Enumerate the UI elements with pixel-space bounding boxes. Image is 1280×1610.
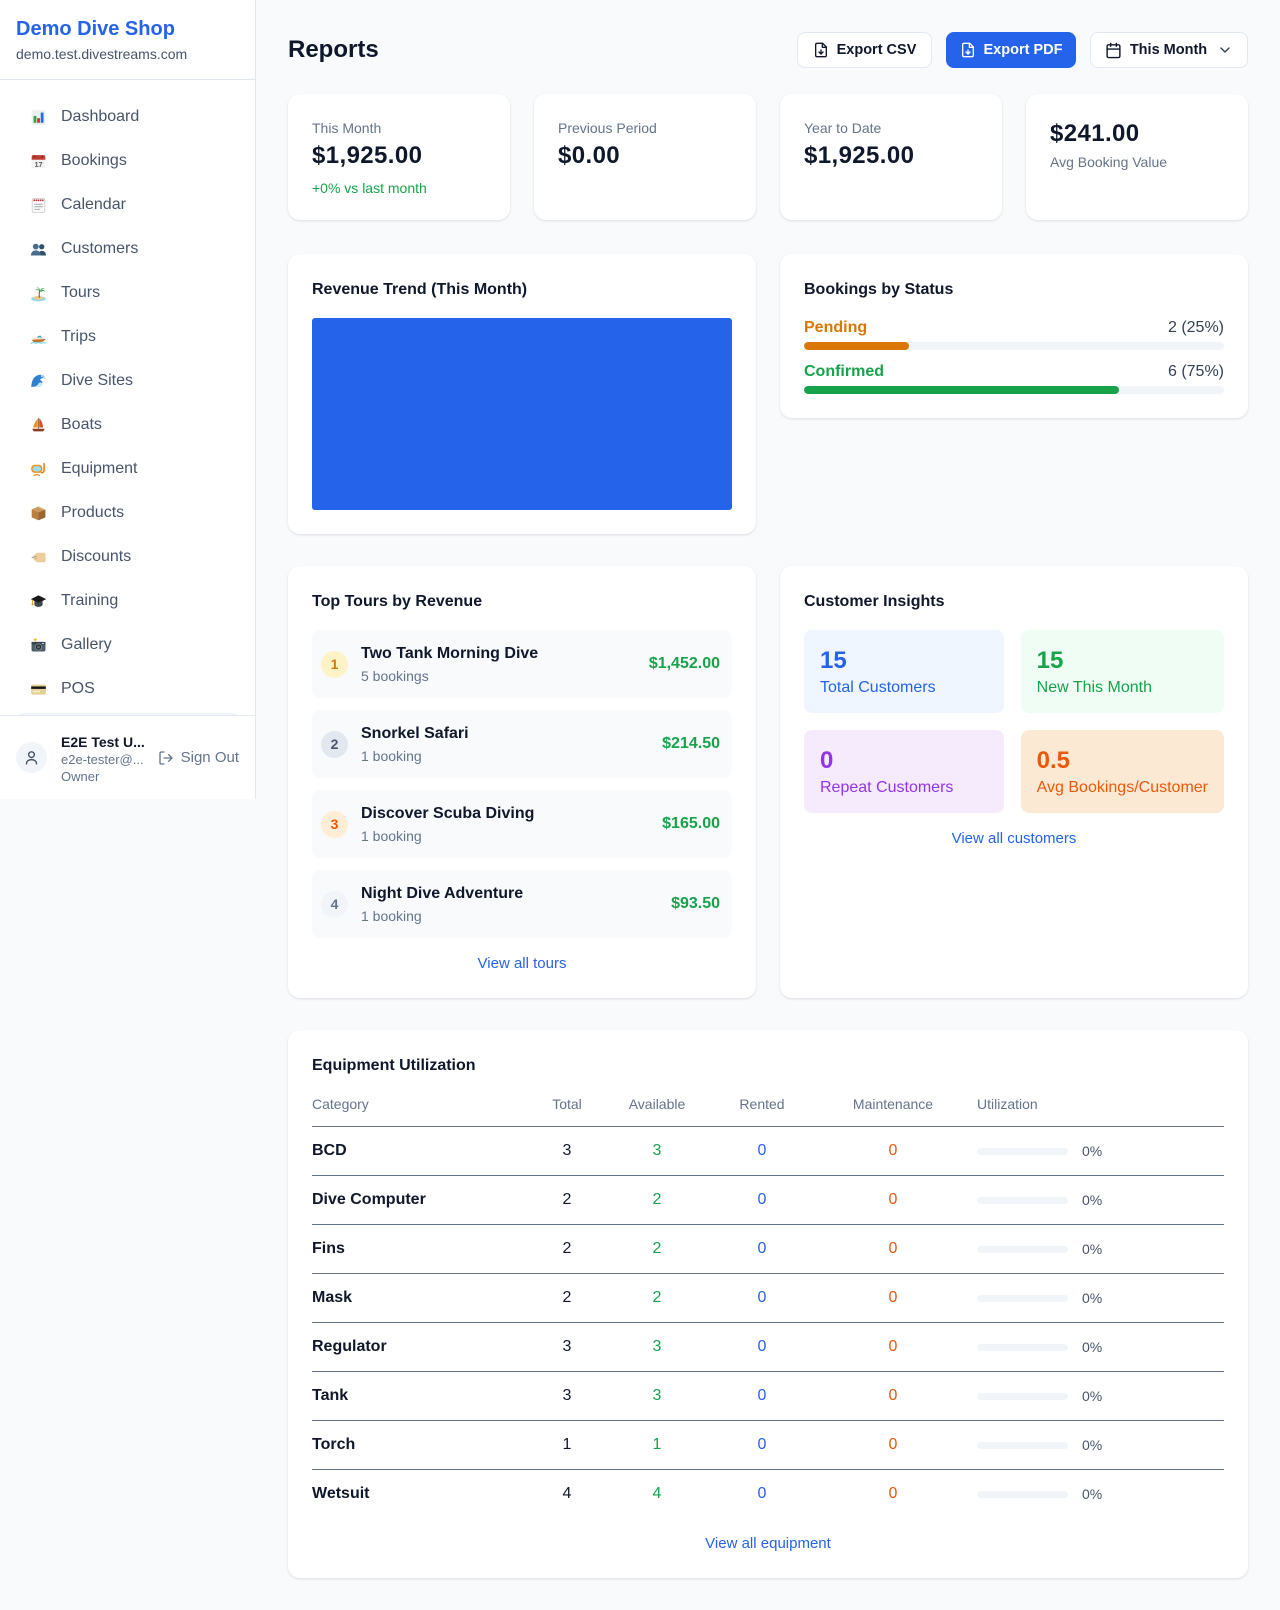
svg-text:17: 17 <box>34 159 42 168</box>
